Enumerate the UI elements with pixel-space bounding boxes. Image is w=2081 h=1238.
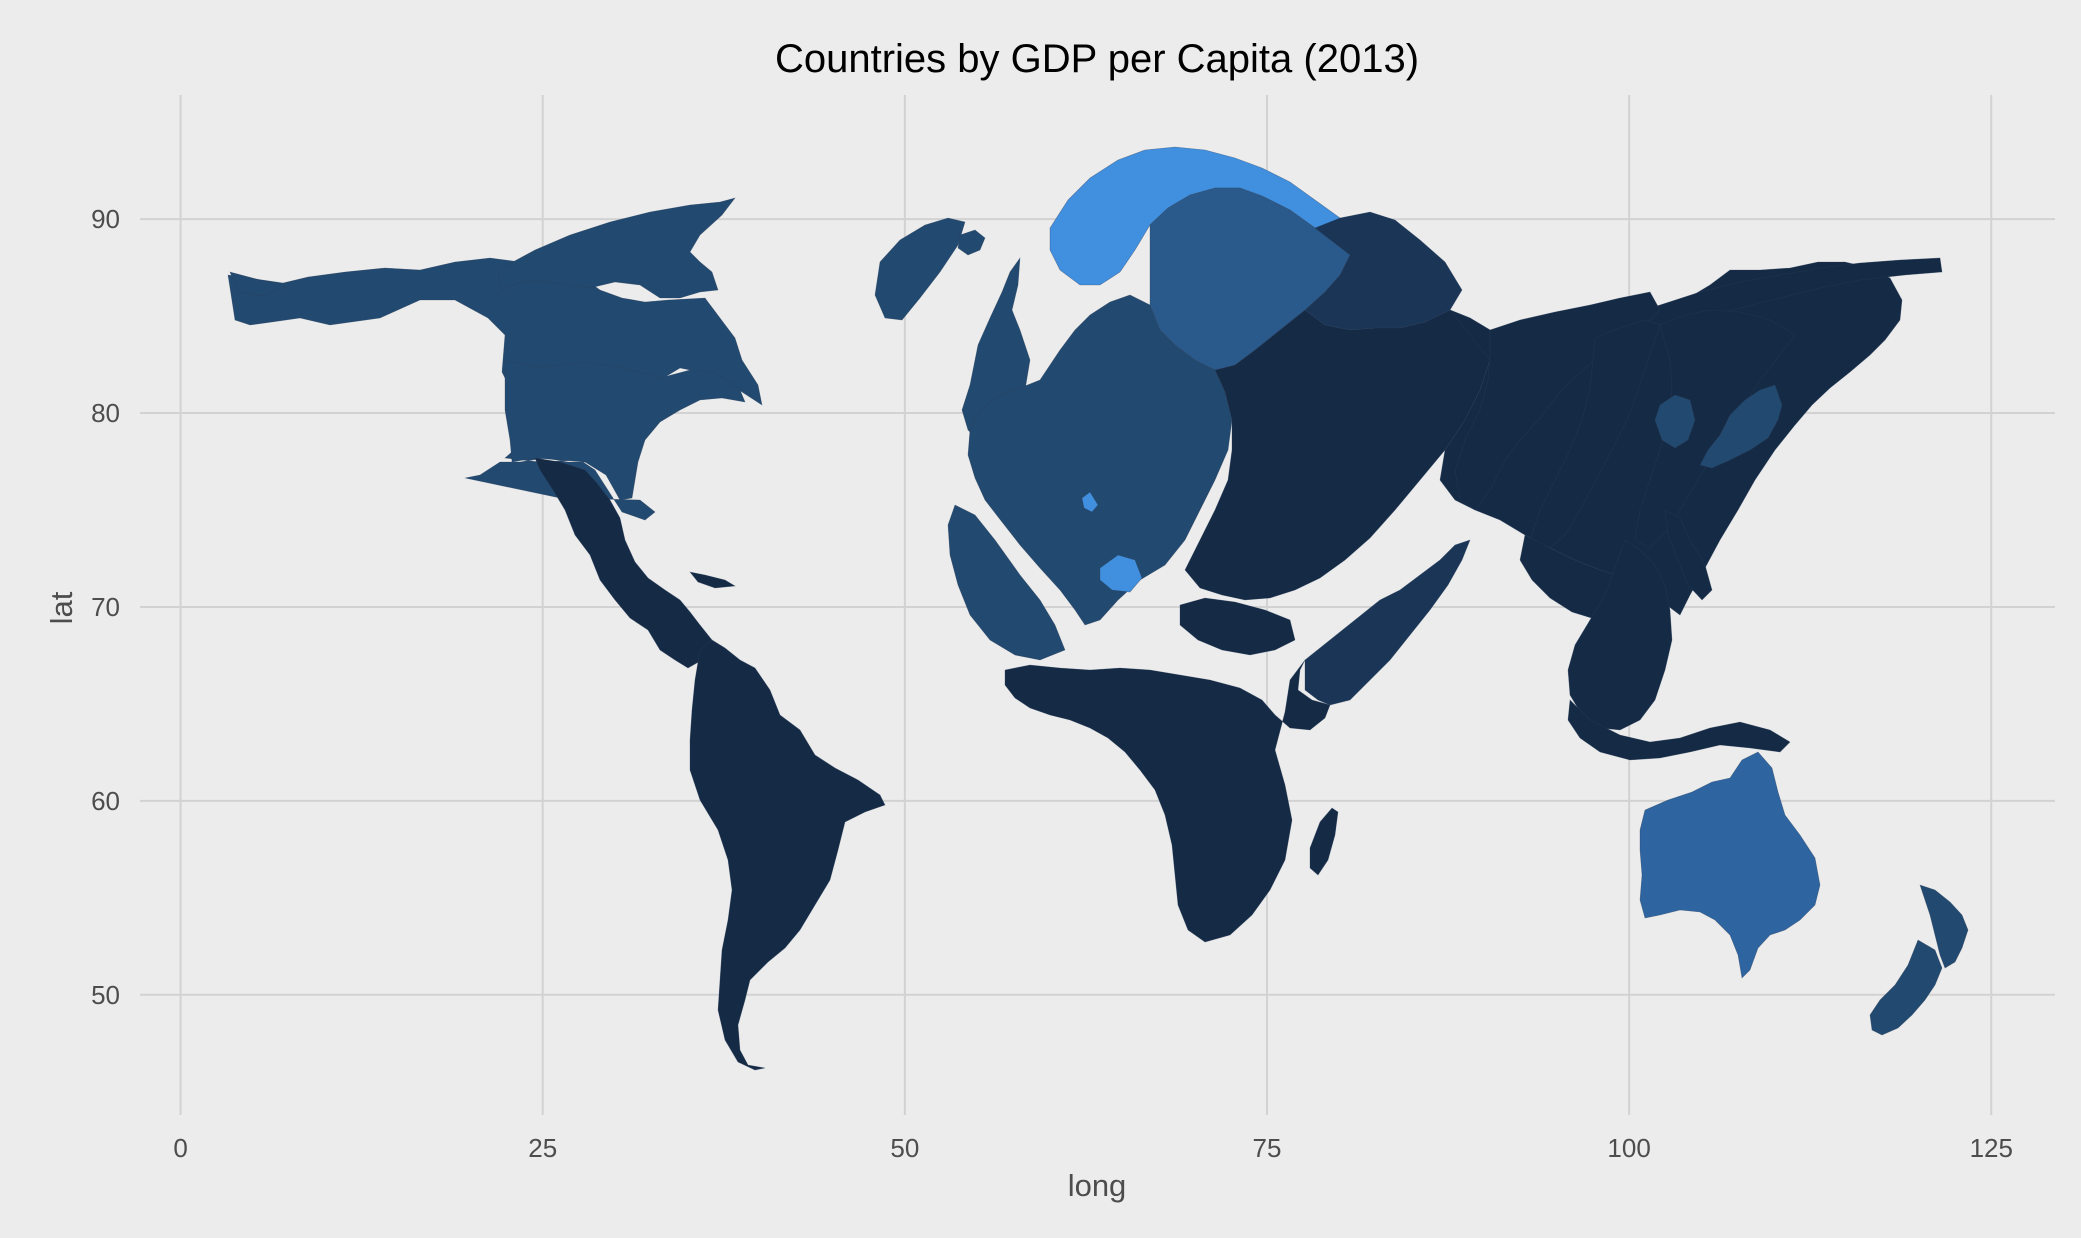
y-tick-label: 60 [91,786,120,816]
region-iberia [947,504,1066,661]
region-japan [1699,384,1783,469]
x-tick-label: 50 [890,1133,919,1163]
region-alaska [229,271,286,297]
region-korea [1654,394,1696,449]
region-luxembourg [1081,491,1099,513]
region-china [1529,319,1661,549]
region-new-zealand-north [1919,884,1969,969]
y-tick-label: 50 [91,980,120,1010]
region-philippines [1664,509,1713,601]
y-tick-label: 90 [91,204,120,234]
region-iceland [957,229,986,256]
region-indonesia [1567,699,1791,761]
region-greenland [874,217,966,321]
region-middle-east [1304,539,1471,706]
region-switzerland [1099,554,1143,593]
y-tick-label: 80 [91,398,120,428]
region-layer [227,146,1969,1071]
x-tick-label: 75 [1253,1133,1282,1163]
region-western-europe [967,294,1233,626]
region-australia [1639,751,1821,979]
x-axis-title: long [1068,1168,1127,1203]
chart-title: Countries by GDP per Capita (2013) [775,37,1419,81]
axis-layer: 0 25 50 75 100 125 50 60 70 80 90 [91,204,2013,1163]
region-caribbean [689,571,736,589]
region-new-zealand-south [1869,939,1943,1036]
region-southeast-asia [1567,539,1673,731]
x-tick-label: 25 [528,1133,557,1163]
region-canada-islands [497,197,736,299]
x-tick-label: 0 [173,1133,187,1163]
x-tick-label: 125 [1970,1133,2013,1163]
region-turkey [1179,597,1296,656]
y-axis-title: lat [44,591,79,624]
region-eastern-europe [1184,309,1491,601]
region-africa [1004,659,1331,943]
x-tick-label: 100 [1607,1133,1650,1163]
region-south-america [689,639,886,1071]
y-tick-label: 70 [91,592,120,622]
region-madagascar [1309,807,1339,876]
